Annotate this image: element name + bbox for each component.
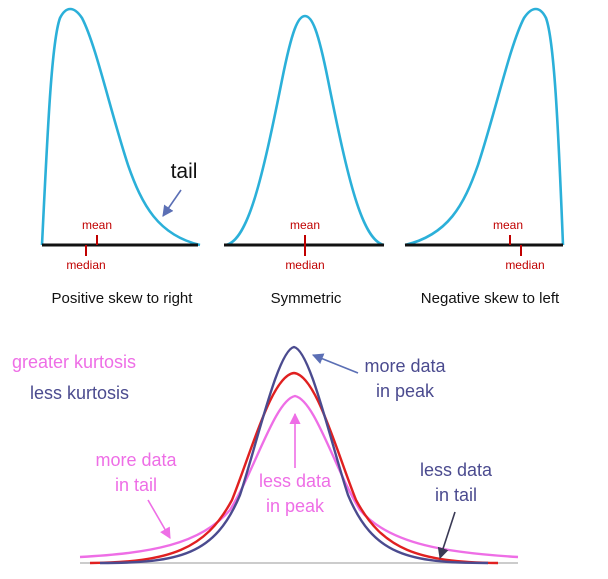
more-data-peak-line2: in peak [376,381,435,401]
more-data-tail-arrow [147,499,171,539]
more-data-peak-arrow [311,353,359,374]
negative-skew-mean-label: mean [493,218,523,232]
positive-skew-caption: Positive skew to right [52,290,194,307]
less-data-tail-line1: less data [420,460,493,480]
less-data-peak-line1: less data [259,471,332,491]
positive-skew-mean-label: mean [82,218,112,232]
tail-arrow [162,189,182,217]
negative-skew-caption: Negative skew to left [421,290,560,307]
low-kurtosis-curve [79,394,519,559]
kurtosis-panel: greater kurtosis less kurtosis more data… [12,345,519,565]
negative-skew-panel: mean median Negative skew to left [404,7,565,307]
symmetric-curve [225,14,385,247]
positive-skew-median-label: median [66,258,105,272]
positive-skew-curve [40,7,201,247]
normal-curve [89,371,499,565]
less-data-tail-arrow [437,511,456,560]
less-data-peak-line2: in peak [266,496,325,516]
symmetric-caption: Symmetric [271,290,342,307]
more-data-tail-line1: more data [95,450,177,470]
legend-greater-kurtosis: greater kurtosis [12,352,136,372]
more-data-peak-line1: more data [364,356,446,376]
legend-less-kurtosis: less kurtosis [30,383,129,403]
symmetric-mean-label: mean [290,218,320,232]
less-data-tail-line2: in tail [435,485,477,505]
more-data-tail-line2: in tail [115,475,157,495]
negative-skew-curve [404,7,565,247]
negative-skew-median-label: median [505,258,544,272]
positive-skew-panel: mean median tail Positive skew to right [40,7,201,307]
symmetric-median-label: median [285,258,324,272]
tail-label: tail [171,160,198,183]
symmetric-panel: mean median Symmetric [224,14,385,307]
high-kurtosis-curve [99,345,489,565]
